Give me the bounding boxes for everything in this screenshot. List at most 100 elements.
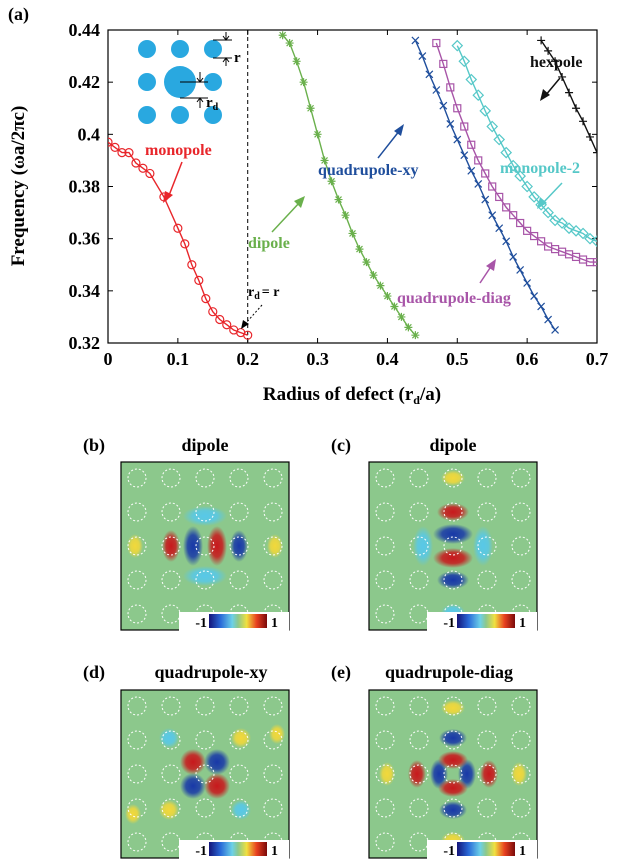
lattice-rod-outline (161, 798, 181, 818)
monopole-2-annotation: monopole-2 (500, 160, 580, 177)
lattice-rod-outline (161, 764, 181, 784)
quadrupole-diag-point (537, 237, 546, 246)
lattice-rod-outline (511, 502, 531, 522)
lattice-rod-outline (263, 696, 283, 716)
colorbar (209, 614, 267, 628)
hexpole-point (544, 46, 553, 55)
lattice-rod-outline (161, 730, 181, 750)
lattice-rod-outline (375, 798, 395, 818)
lattice-rod-outline (477, 798, 497, 818)
lattice-rod-outline (127, 832, 147, 852)
dipole-annotation: dipole (248, 235, 290, 252)
panel-a-label: (a) (8, 4, 29, 25)
lattice-rod-outline (409, 502, 429, 522)
colorbar-min-label: -1 (443, 616, 455, 631)
field-map (369, 462, 537, 630)
field-lobe (441, 700, 465, 716)
lattice-rod-outline (409, 468, 429, 488)
field-lobe (433, 524, 473, 544)
dipole-arrow-icon (271, 201, 301, 233)
monopole-2-point (556, 217, 568, 229)
y-tick-label: 0.34 (69, 281, 101, 301)
y-axis-label: Frequency (ωa/2πc) (8, 106, 29, 267)
field-background (121, 462, 289, 630)
lattice-rod-outline (127, 536, 147, 556)
field-background (369, 690, 537, 858)
panel-a-plot: 0 0.1 0.2 0.3 0.4 0.5 0.6 0.7 0.32 0.34 0.36 0.38 0.… (8, 20, 608, 407)
monopole-2-point (577, 227, 589, 240)
quadrupole-diag-point (523, 226, 532, 235)
mode-annotations: monopole dipole quadrupole-xy quadrupole… (145, 54, 582, 329)
lattice-rod-outline (443, 764, 463, 784)
field-lobe (267, 534, 283, 558)
field-lobe (408, 760, 426, 788)
hexpole-point (558, 72, 567, 81)
monopole-2-point (542, 206, 554, 219)
field-lobe (180, 773, 206, 799)
lattice-rod-outline (443, 536, 463, 556)
field-lobe (125, 804, 141, 824)
lattice-rod-outline (229, 536, 249, 556)
dipole-point (285, 39, 294, 48)
lattice-rod-outline (127, 468, 147, 488)
dipole-point (404, 323, 413, 332)
lattice-rod-outline (409, 696, 429, 716)
hexpole-point (565, 88, 574, 97)
lattice-rod (204, 106, 222, 124)
colorbar-min-label: -1 (443, 844, 455, 859)
colorbar-max-label: 1 (519, 616, 526, 631)
lattice-rod (138, 40, 156, 58)
hexpole-point (572, 104, 581, 113)
dipole-point (397, 312, 406, 321)
field-panel-title: quadrupole-xy (154, 662, 267, 682)
lattice-rod-outline (263, 468, 283, 488)
field-map (121, 690, 289, 858)
lattice-rod-outline (443, 696, 463, 716)
colorbar-max-label: 1 (271, 616, 278, 631)
lattice-rod-outline (511, 798, 531, 818)
monopole-2-point (472, 89, 485, 102)
lattice-rod (138, 73, 156, 91)
monopole-point (194, 275, 204, 285)
dipole-line (282, 34, 416, 336)
field-lobe (438, 779, 468, 797)
lattice-rod-outline (511, 764, 531, 784)
lattice-rod-outline (477, 764, 497, 784)
quadrupole-diag-point (439, 59, 448, 69)
quadrupole-xy-point (537, 302, 546, 311)
lattice-rod-outline (161, 502, 181, 522)
quadrupole-xy-point (495, 224, 504, 233)
dipole-point (362, 258, 371, 267)
lattice-rod-outline (229, 570, 249, 590)
monopole-2-line (456, 45, 597, 242)
lattice-rod-outline (263, 502, 283, 522)
rd-arrow-icon (196, 72, 204, 108)
lattice-rod (138, 106, 156, 124)
field-panel-title: dipole (429, 435, 476, 455)
colorbar (209, 842, 267, 856)
field-lobe (159, 800, 179, 820)
field-lobe (480, 760, 498, 788)
dipole-arrowhead (294, 196, 305, 208)
lattice-rod-outline (477, 536, 497, 556)
field-lobe (473, 526, 493, 566)
quadrupole-diag-point (530, 231, 539, 241)
dipole-point (327, 177, 336, 186)
quadrupole-xy-point (481, 195, 490, 204)
lattice-rod-outline (229, 730, 249, 750)
colorbar-max-label: 1 (519, 844, 526, 859)
dipole-point (334, 195, 343, 204)
lattice-rod-outline (443, 502, 463, 522)
field-panel-label: (d) (83, 662, 105, 683)
lattice-rod-outline (375, 832, 395, 852)
monopole-2-point (486, 120, 499, 133)
quadrupole-xy-point (446, 119, 455, 128)
y-tick-label: 0.4 (78, 124, 101, 144)
quadrupole-diag-point (502, 203, 511, 212)
monopole-point (201, 294, 211, 304)
monopole-2-point (465, 73, 478, 86)
lattice-rod-outline (511, 730, 531, 750)
rd-eq-r-arrow-icon (245, 304, 263, 324)
monopole-2-point (591, 235, 597, 248)
dipole-point (369, 271, 378, 280)
